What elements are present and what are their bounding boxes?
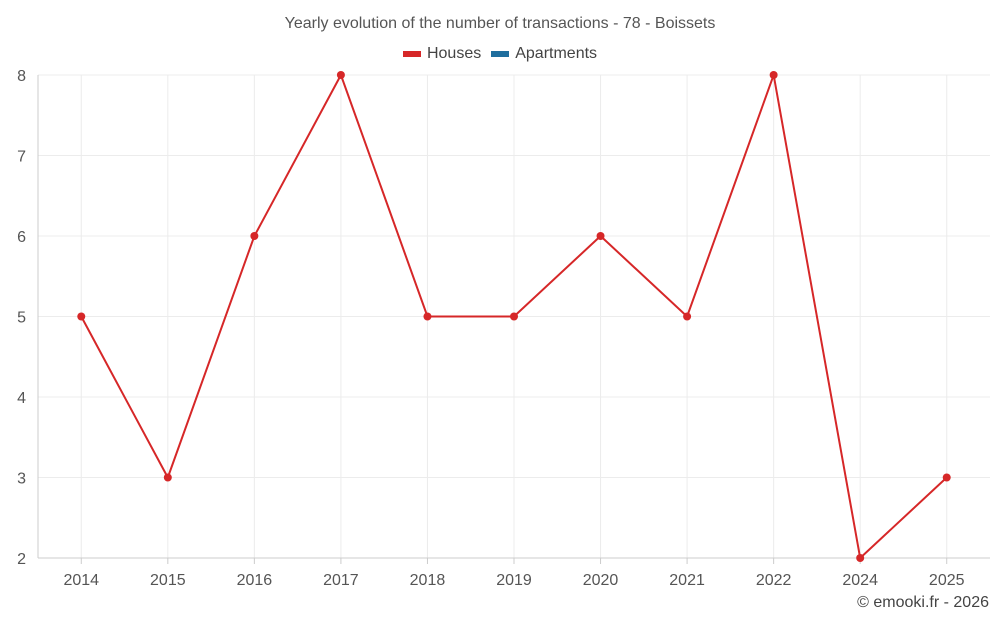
y-tick-label: 5 [17, 310, 26, 327]
legend-label-houses: Houses [426, 45, 482, 62]
x-tick-label: 2015 [150, 572, 186, 589]
y-tick-label: 2 [17, 551, 26, 568]
x-tick-label: 2019 [496, 572, 532, 589]
x-tick-label: 2024 [842, 572, 878, 589]
credit-text: © emooki.fr - 2026 [857, 594, 989, 611]
legend: Houses Apartments [0, 45, 1000, 63]
data-point [856, 554, 865, 562]
legend-swatch-houses [402, 51, 421, 57]
x-tick-label: 2016 [237, 572, 273, 589]
legend-swatch-apartments [491, 51, 510, 57]
data-point [423, 312, 432, 321]
x-tick-label: 2018 [410, 572, 446, 589]
y-tick-label: 8 [17, 68, 26, 85]
data-point [942, 473, 951, 482]
x-tick-label: 2025 [929, 572, 965, 589]
data-point [596, 232, 605, 240]
data-point [510, 312, 518, 321]
chart-title: Yearly evolution of the number of transa… [284, 15, 716, 32]
data-point [250, 232, 259, 240]
x-tick-label: 2021 [669, 572, 705, 589]
y-tick-label: 7 [17, 149, 26, 166]
legend-item-houses[interactable]: Houses [402, 45, 482, 63]
y-tick-label: 6 [17, 229, 26, 246]
x-tick-label: 2022 [756, 572, 792, 589]
x-tick-label: 2020 [583, 572, 619, 589]
legend-item-apartments[interactable]: Apartments [491, 45, 597, 63]
x-tick-label: 2014 [63, 572, 99, 589]
data-point [77, 312, 86, 321]
y-tick-label: 3 [17, 471, 26, 488]
data-point [336, 71, 345, 79]
y-tick-label: 4 [17, 390, 26, 407]
data-point [769, 71, 778, 79]
data-point [163, 473, 172, 482]
data-point [683, 312, 692, 321]
legend-label-apartments: Apartments [515, 45, 598, 62]
x-tick-label: 2017 [323, 572, 359, 589]
